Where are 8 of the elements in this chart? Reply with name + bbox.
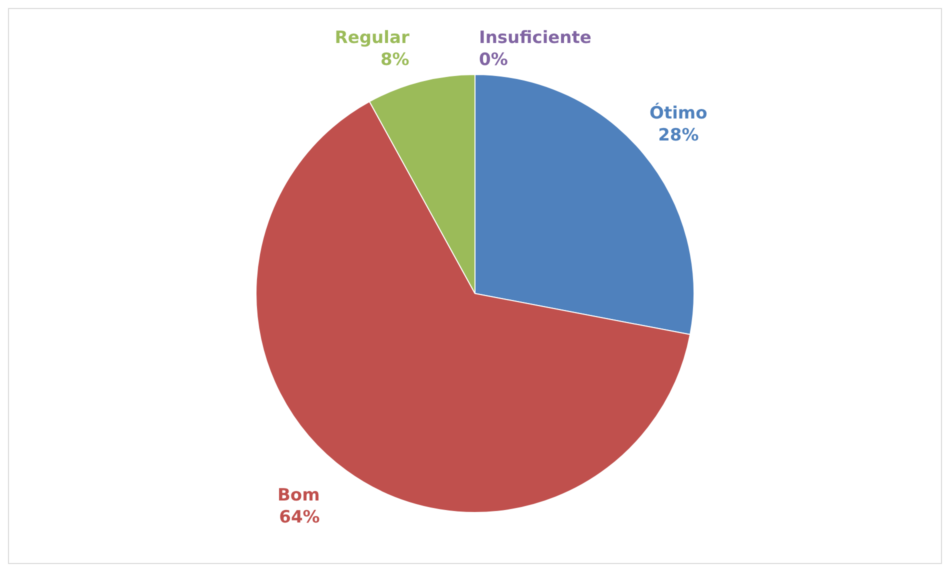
slice-label: Ótimo bbox=[650, 102, 708, 124]
data-label: 8% bbox=[380, 50, 410, 70]
data-label: 28% bbox=[658, 126, 699, 146]
category-label: Insuficiente bbox=[479, 28, 592, 48]
text: 0% bbox=[479, 50, 508, 70]
data-label: 64% bbox=[279, 508, 320, 528]
slice-label: Regular bbox=[334, 28, 410, 48]
slice-label: Bom bbox=[277, 486, 320, 506]
